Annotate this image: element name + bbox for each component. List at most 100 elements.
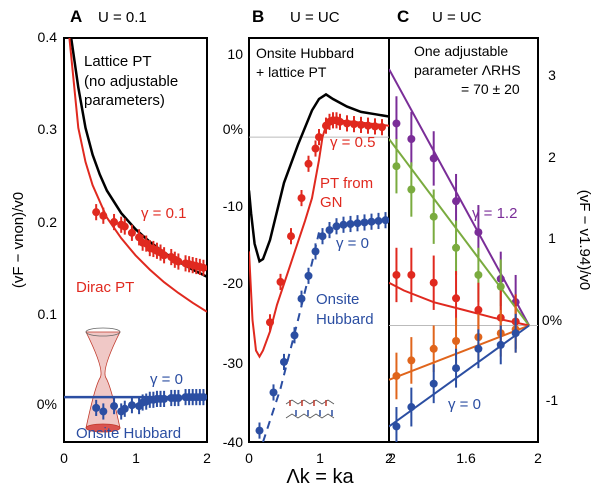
annot-gamma-0-b: γ = 0 bbox=[336, 235, 369, 252]
point-onsite-hubbard-data bbox=[99, 407, 108, 416]
panel-b-letter: B bbox=[252, 7, 264, 26]
point--0-5-data bbox=[311, 144, 320, 153]
point--0-1-data bbox=[110, 218, 119, 227]
point-blue-data bbox=[496, 340, 505, 349]
line-dirac-pt bbox=[68, 38, 207, 313]
annot-gamma-05: γ = 0.5 bbox=[330, 134, 375, 151]
point-blue-data bbox=[392, 422, 401, 431]
point-orange-data bbox=[429, 344, 438, 353]
panel-c-ytick: -1 bbox=[546, 392, 559, 408]
panel-a-ytick: 0.3 bbox=[38, 121, 58, 137]
annot-no-adjustable: (no adjustable bbox=[84, 73, 178, 90]
point--0-1-data bbox=[199, 263, 207, 272]
panel-b-ytick: -10 bbox=[223, 198, 243, 214]
annot-gamma-01: γ = 0.1 bbox=[141, 205, 186, 222]
panel-c-ylabel: (vF − v1.94)/v0 bbox=[576, 190, 593, 290]
point--0-5-data bbox=[357, 120, 365, 129]
x-axis-label: Λk = ka bbox=[286, 466, 354, 488]
panel-c-xtick: 2 bbox=[534, 450, 542, 466]
annot-pt-from: PT from bbox=[320, 175, 373, 192]
annot-gamma-0-c: γ = 0 bbox=[448, 396, 481, 413]
point-purple-data bbox=[474, 228, 483, 237]
point-green-data bbox=[452, 243, 461, 252]
point-onsite-hubbard-data bbox=[120, 404, 129, 413]
panel-b-xtick: 2 bbox=[385, 450, 393, 466]
point--0-5-data bbox=[315, 133, 323, 142]
point-red-data bbox=[429, 278, 438, 287]
panel-a-ytick: 0.4 bbox=[38, 29, 58, 45]
panel-c-title: U = UC bbox=[432, 9, 482, 26]
panel-c-ytick: 1 bbox=[548, 230, 556, 246]
point--0-1-data bbox=[127, 228, 136, 237]
panel-b-xtick: 0 bbox=[245, 450, 253, 466]
point-green-data bbox=[474, 270, 483, 279]
annot-lattice-pt-b: + lattice PT bbox=[256, 64, 327, 80]
panel-b-ytick: 10 bbox=[227, 46, 243, 62]
point-onsite-hubbard-data bbox=[367, 217, 376, 226]
point-blue-data bbox=[474, 344, 483, 353]
panel-a-xtick: 1 bbox=[132, 450, 140, 466]
annot-onsite-b: Onsite bbox=[316, 291, 359, 308]
point-onsite-hubbard-data bbox=[339, 220, 348, 229]
point-onsite-hubbard-data bbox=[290, 331, 299, 340]
annot-gamma-0-a: γ = 0 bbox=[150, 371, 183, 388]
point-purple-data bbox=[429, 154, 438, 163]
point--0-1-data bbox=[92, 208, 101, 217]
panel-a-ylabel: (vF − vnon)/v0 bbox=[10, 192, 27, 288]
panel-a-xtick: 2 bbox=[203, 450, 211, 466]
point-onsite-hubbard-data bbox=[374, 216, 383, 225]
point-blue-data bbox=[452, 364, 461, 373]
point--0-5-data bbox=[364, 121, 372, 130]
point-onsite-hubbard-data bbox=[353, 219, 362, 228]
line-onsite-hubbard-dashed bbox=[262, 232, 320, 442]
point-onsite-hubbard-data bbox=[255, 426, 264, 435]
annot-dirac-pt: Dirac PT bbox=[76, 279, 134, 296]
panel-c-ytick: 2 bbox=[548, 149, 556, 165]
panel-a-frame bbox=[63, 37, 208, 443]
point-orange-data bbox=[452, 337, 461, 345]
panel-b-ytick: 0% bbox=[223, 121, 243, 137]
point--0-5-data bbox=[371, 122, 379, 131]
point-blue-data bbox=[429, 379, 438, 388]
annotations: Lattice PT (no adjustable parameters) Dirac… bbox=[76, 43, 521, 442]
point-green-data bbox=[407, 185, 416, 194]
annot-parameters: parameters) bbox=[84, 92, 165, 109]
point-onsite-hubbard-data bbox=[297, 294, 306, 303]
annot-gn: GN bbox=[320, 194, 343, 211]
panel-a-letter: A bbox=[70, 7, 82, 26]
point--0-5-data bbox=[266, 318, 274, 327]
point-red-data bbox=[452, 294, 461, 303]
panel-b-title: U = UC bbox=[290, 9, 340, 26]
panel-b-ytick: -40 bbox=[223, 434, 243, 450]
panel-b-plot bbox=[249, 92, 389, 442]
series-group bbox=[389, 68, 530, 442]
point-onsite-hubbard-data bbox=[110, 402, 119, 411]
point-red-data bbox=[392, 270, 401, 279]
point-green-data bbox=[392, 162, 401, 171]
panel-a-title: U = 0.1 bbox=[98, 9, 147, 26]
point-blue-data bbox=[511, 329, 520, 338]
panel-b-ytick: -30 bbox=[223, 355, 243, 371]
lattice-inset bbox=[285, 399, 335, 419]
panel-c-xtick: 1.6 bbox=[456, 450, 476, 466]
point-onsite-hubbard-data bbox=[332, 222, 341, 231]
series-group bbox=[249, 92, 389, 442]
annot-onsite-hubbard-a: Onsite Hubbard bbox=[76, 425, 181, 442]
point-onsite-hubbard-data bbox=[346, 219, 355, 228]
panel-c-ytick: 0% bbox=[542, 312, 562, 328]
point--0-5-data bbox=[343, 119, 351, 128]
point-red-data bbox=[474, 305, 483, 314]
point-onsite-hubbard-data bbox=[280, 357, 288, 366]
point--0-5-data bbox=[297, 194, 306, 203]
point-onsite-hubbard-data bbox=[360, 218, 369, 227]
point--0-5-data bbox=[378, 123, 386, 132]
panel-b-ytick: -20 bbox=[223, 275, 243, 291]
annot-onsite-hubbard-b: Onsite Hubbard bbox=[256, 45, 354, 61]
point-onsite-hubbard-data bbox=[92, 403, 101, 412]
panel-c-xtick: 2 bbox=[388, 450, 396, 466]
point--0-1-data bbox=[120, 222, 129, 231]
line-orange-fit bbox=[389, 324, 530, 381]
point--0-5-data bbox=[287, 232, 295, 241]
